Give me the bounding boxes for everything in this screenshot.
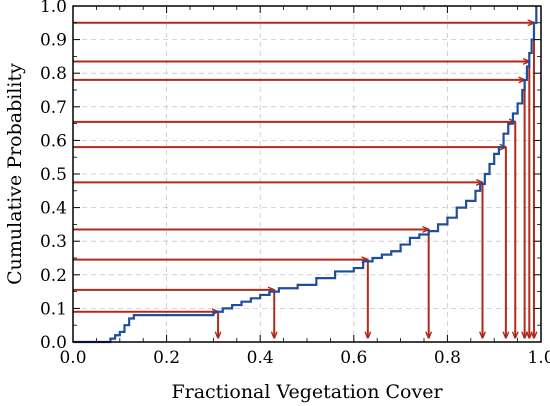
y-tick-label: 0.3 (40, 232, 67, 252)
cdf-layer (73, 5, 538, 344)
y-tick-label: 0.8 (40, 64, 67, 84)
arrow-layer (73, 23, 534, 338)
y-tick-label: 1.0 (40, 0, 67, 17)
tick-layer: 0.0 0.2 0.4 0.6 0.8 1.0 0.0 0.1 0.2 0.3 0.4 0.5 0.6 0… (40, 0, 550, 368)
y-tick-label: 0.0 (40, 333, 67, 353)
x-tick-label: 0.8 (434, 348, 461, 368)
y-tick-label: 0.6 (40, 131, 67, 151)
x-tick-label: 0.2 (153, 348, 180, 368)
y-tick-label: 0.1 (40, 299, 67, 319)
x-axis-label: Fractional Vegetation Cover (171, 381, 443, 403)
y-tick-label: 0.2 (40, 266, 67, 286)
x-tick-label: 0.0 (59, 348, 86, 368)
y-tick-label: 0.9 (40, 31, 67, 51)
y-tick-label: 0.7 (40, 98, 67, 118)
x-tick-label: 0.4 (247, 348, 274, 368)
grid (72, 5, 542, 343)
x-tick-label: 0.6 (340, 348, 367, 368)
y-axis-label: Cumulative Probability (4, 63, 26, 285)
y-tick-label: 0.4 (40, 199, 67, 219)
y-tick-label: 0.5 (40, 165, 67, 185)
x-tick-label: 1.0 (527, 348, 550, 368)
cdf-line (73, 6, 538, 344)
